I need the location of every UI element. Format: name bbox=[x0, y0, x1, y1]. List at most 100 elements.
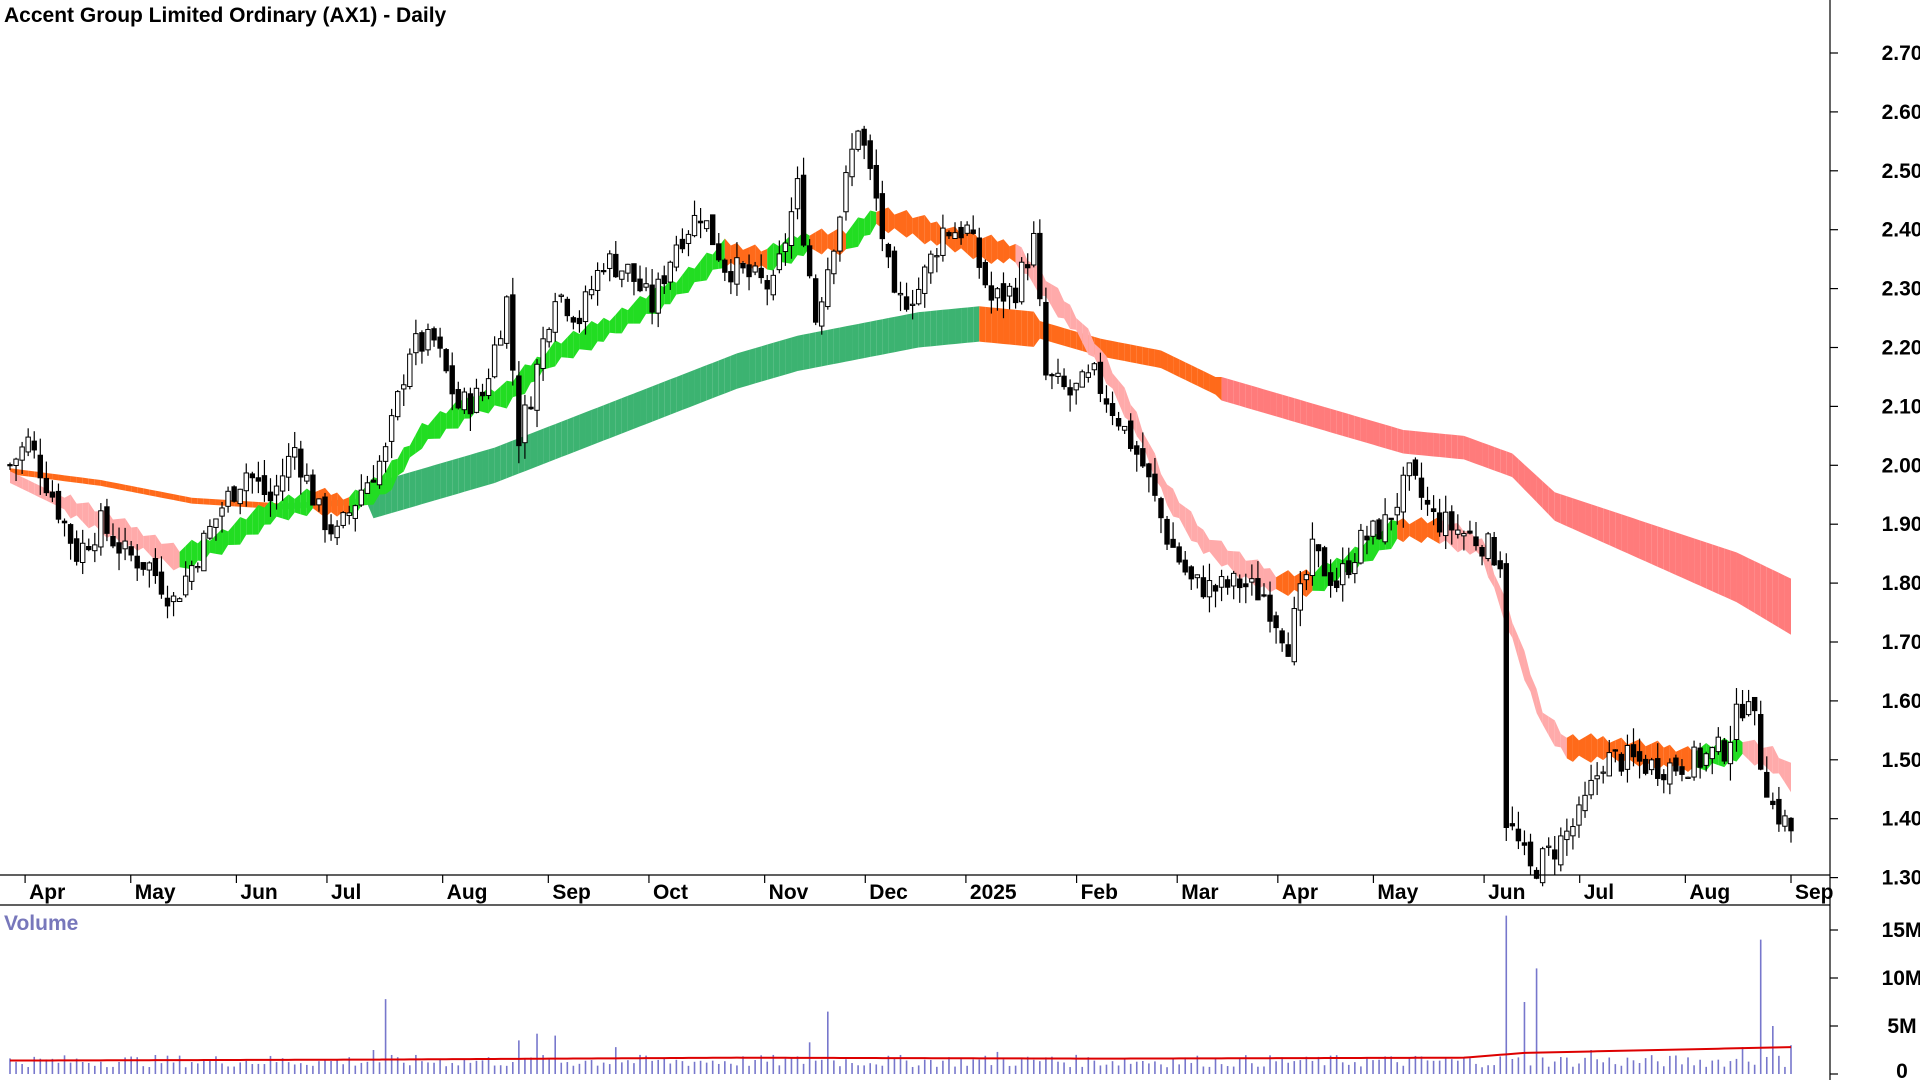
short-term-ribbon-segment bbox=[1748, 739, 1755, 766]
candle-up bbox=[794, 178, 801, 210]
long-term-ribbon-segment bbox=[603, 402, 610, 441]
long-term-ribbon-segment bbox=[476, 451, 483, 489]
candle-up bbox=[1303, 574, 1310, 581]
candle-up bbox=[782, 242, 789, 252]
short-term-ribbon-segment bbox=[615, 307, 622, 334]
long-term-ribbon-segment bbox=[609, 400, 616, 439]
short-term-ribbon-segment bbox=[567, 330, 574, 359]
candle-down bbox=[1430, 508, 1437, 513]
candle-up bbox=[1358, 529, 1364, 564]
candle-down bbox=[510, 294, 516, 371]
long-term-ribbon-segment bbox=[88, 478, 95, 486]
long-term-ribbon-segment bbox=[1154, 349, 1161, 369]
candle-up bbox=[594, 269, 601, 291]
short-term-ribbon-segment bbox=[1263, 568, 1271, 593]
candle-down bbox=[261, 475, 268, 496]
candle-down bbox=[891, 250, 898, 293]
candle-up bbox=[558, 294, 564, 297]
candle-up bbox=[1309, 538, 1316, 577]
long-term-ribbon-segment bbox=[1694, 538, 1701, 586]
long-term-ribbon-segment bbox=[1270, 391, 1277, 417]
candle-down bbox=[716, 243, 722, 261]
short-term-ribbon-segment bbox=[664, 280, 671, 305]
long-term-ribbon-segment bbox=[1518, 459, 1525, 490]
short-term-ribbon-segment bbox=[700, 252, 707, 282]
long-term-ribbon-segment bbox=[627, 393, 634, 432]
long-term-ribbon-segment bbox=[549, 424, 556, 462]
y-tick-label: 1.50 bbox=[1882, 749, 1920, 772]
long-term-ribbon-segment bbox=[1203, 371, 1210, 392]
candle-up bbox=[522, 404, 528, 444]
long-term-ribbon-segment bbox=[100, 480, 107, 488]
short-term-ribbon-segment bbox=[900, 209, 907, 238]
candle-up bbox=[195, 565, 201, 569]
long-term-ribbon-segment bbox=[1633, 518, 1640, 559]
long-term-ribbon-segment bbox=[1112, 341, 1119, 360]
candle-down bbox=[1012, 287, 1019, 304]
candle-down bbox=[1436, 512, 1443, 533]
candle-up bbox=[1400, 474, 1406, 513]
long-term-ribbon-segment bbox=[1427, 432, 1434, 457]
candle-down bbox=[746, 264, 752, 278]
long-term-ribbon-segment bbox=[1675, 532, 1682, 578]
short-term-ribbon-segment bbox=[10, 471, 17, 486]
long-term-ribbon-segment bbox=[1615, 512, 1622, 551]
price-panel bbox=[7, 125, 1794, 887]
candle-up bbox=[376, 460, 383, 486]
long-term-ribbon-segment bbox=[458, 456, 465, 494]
short-term-ribbon-segment bbox=[88, 502, 95, 529]
candle-up bbox=[703, 220, 710, 230]
long-term-ribbon-segment bbox=[52, 473, 59, 481]
long-term-ribbon-segment bbox=[209, 498, 216, 506]
short-term-ribbon-segment bbox=[112, 518, 120, 542]
candle-down bbox=[1424, 499, 1431, 505]
long-term-ribbon-segment bbox=[1330, 408, 1337, 435]
long-term-ribbon-segment bbox=[112, 482, 120, 490]
long-term-ribbon-segment bbox=[1288, 396, 1295, 422]
candle-down bbox=[61, 520, 68, 524]
long-term-ribbon-segment bbox=[1457, 435, 1464, 460]
candle-down bbox=[697, 220, 704, 224]
short-term-ribbon-segment bbox=[1088, 328, 1095, 358]
candle-up bbox=[1006, 285, 1013, 297]
candle-up bbox=[691, 214, 698, 237]
candle-up bbox=[425, 328, 431, 351]
long-term-ribbon-segment bbox=[215, 499, 223, 506]
candle-down bbox=[1515, 828, 1522, 842]
candle-up bbox=[219, 507, 225, 517]
candle-up bbox=[770, 274, 776, 296]
long-term-ribbon-segment bbox=[585, 409, 592, 448]
candle-down bbox=[958, 226, 964, 239]
short-term-ribbon-segment bbox=[300, 488, 307, 517]
candle-up bbox=[237, 488, 243, 505]
short-term-ribbon-segment bbox=[1681, 746, 1689, 773]
long-term-ribbon-segment bbox=[1336, 410, 1343, 436]
candle-down bbox=[1140, 448, 1146, 467]
x-tick-label: Apr bbox=[29, 881, 65, 904]
long-term-ribbon-segment bbox=[1403, 429, 1410, 455]
candle-up bbox=[1703, 753, 1709, 766]
candle-down bbox=[728, 271, 734, 283]
long-term-ribbon-segment bbox=[1706, 542, 1713, 592]
candle-up bbox=[25, 436, 31, 453]
short-term-ribbon-segment bbox=[276, 499, 283, 519]
short-term-ribbon-segment bbox=[1136, 411, 1143, 445]
candle-up bbox=[201, 532, 207, 572]
short-term-ribbon-segment bbox=[1548, 716, 1555, 747]
candle-down bbox=[1097, 361, 1104, 394]
short-term-ribbon-segment bbox=[1766, 745, 1773, 774]
candle-up bbox=[1297, 583, 1304, 611]
candle-down bbox=[1376, 519, 1382, 540]
candle-up bbox=[952, 232, 958, 239]
long-term-ribbon-segment bbox=[821, 329, 828, 367]
long-term-ribbon-segment bbox=[1167, 353, 1174, 375]
candle-up bbox=[1085, 372, 1091, 378]
candle-up bbox=[928, 253, 934, 274]
long-term-ribbon-segment bbox=[912, 312, 919, 349]
short-term-ribbon-segment bbox=[1742, 740, 1749, 760]
candle-down bbox=[104, 506, 110, 534]
long-term-ribbon-segment bbox=[106, 481, 113, 489]
long-term-ribbon-segment bbox=[1300, 399, 1307, 426]
candle-up bbox=[607, 253, 613, 269]
long-term-ribbon-segment bbox=[815, 331, 822, 368]
